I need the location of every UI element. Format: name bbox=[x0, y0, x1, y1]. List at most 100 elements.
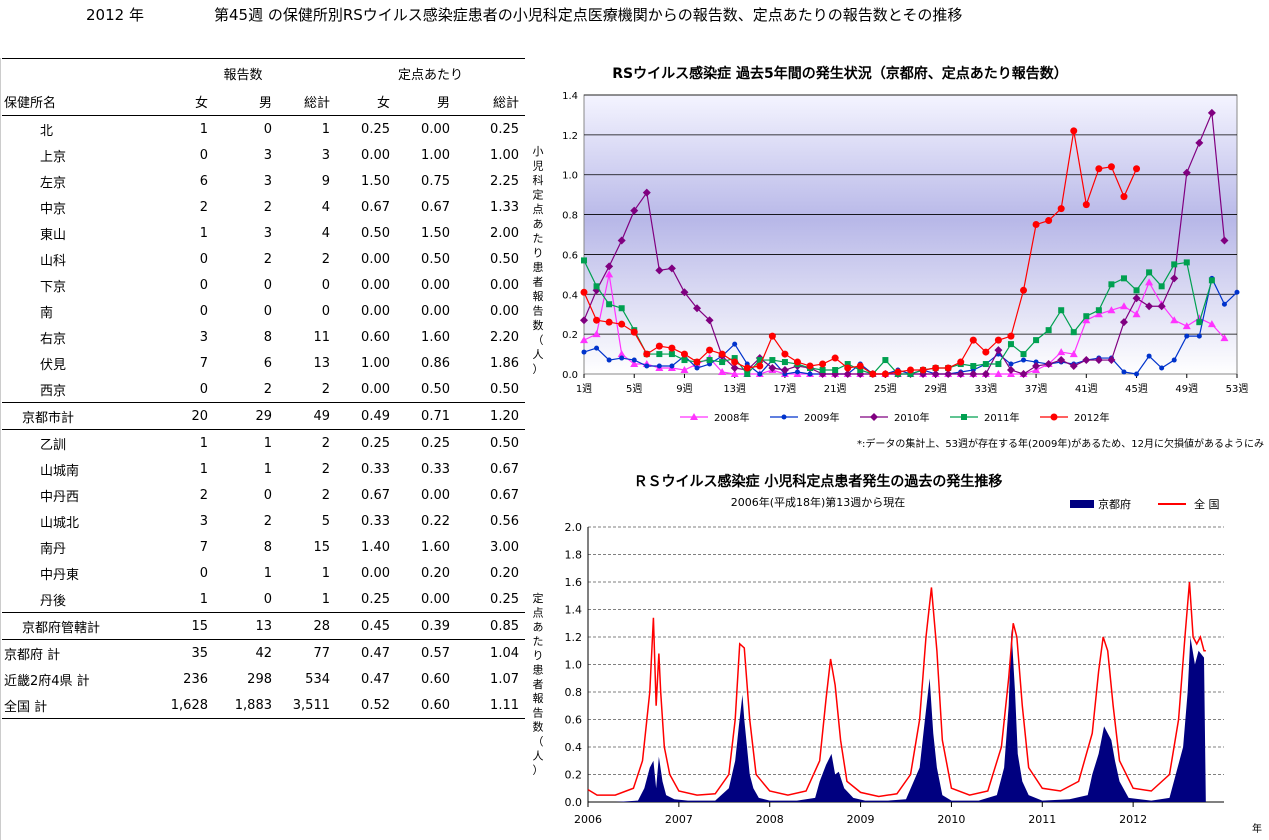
table-cell: 0.60 bbox=[396, 692, 456, 719]
legend-marker bbox=[961, 414, 967, 420]
table-cell: 2 bbox=[263, 251, 272, 267]
table-cell: 15 bbox=[313, 539, 330, 555]
chart1-data-point bbox=[981, 370, 990, 378]
chart1-data-point bbox=[982, 348, 990, 356]
chart1-data-point bbox=[643, 350, 651, 358]
chart1-data-point bbox=[1170, 316, 1179, 324]
table-row: 京都府 計 35 42 77 0.47 0.57 1.04 bbox=[2, 639, 525, 666]
chart1-data-point bbox=[605, 270, 614, 278]
table-cell: 1.60 bbox=[421, 539, 450, 555]
table-cell: 2 bbox=[321, 251, 330, 267]
table-header-group-row: 報告数 定点あたり bbox=[2, 58, 525, 87]
chart1-data-point bbox=[768, 332, 776, 340]
chart1-data-point bbox=[756, 362, 764, 370]
table-cell: 0.00 bbox=[361, 147, 390, 163]
chart2-subtitle: 2006年(平成18年)第13週から現在 bbox=[731, 495, 906, 509]
table-cell: 6 bbox=[199, 173, 208, 189]
chart2-xlabel: 年 bbox=[1252, 822, 1262, 835]
health-center-name: 中京 bbox=[40, 201, 67, 217]
header-col-total: 総計 bbox=[278, 87, 336, 116]
chart1-data-point bbox=[982, 361, 989, 368]
table-cell: 20 bbox=[150, 402, 214, 430]
chart1-data-point bbox=[1082, 201, 1090, 209]
chart1-xtick-label: 37週 bbox=[1025, 383, 1048, 395]
chart1-data-point bbox=[1221, 301, 1227, 307]
chart1-data-point bbox=[592, 330, 601, 338]
chart1-data-point bbox=[1132, 310, 1141, 318]
table-cell: 0.00 bbox=[490, 303, 519, 319]
chart1-data-point bbox=[1044, 360, 1053, 369]
chart1-data-point bbox=[1220, 334, 1229, 342]
table-cell: 236 bbox=[183, 671, 208, 687]
chart1-legend-item: 2009年 bbox=[770, 411, 839, 424]
table-cell: 2.20 bbox=[490, 329, 519, 345]
table-cell: 0.00 bbox=[421, 487, 450, 503]
table-cell: 298 bbox=[247, 671, 272, 687]
chart2-ytick-label: 1.0 bbox=[565, 659, 583, 672]
chart1-data-point bbox=[618, 320, 626, 328]
header-reports: 報告数 bbox=[150, 58, 336, 87]
chart1-data-point bbox=[781, 359, 788, 366]
chart1-data-point bbox=[656, 351, 663, 358]
table-cell: 1,628 bbox=[150, 692, 214, 719]
chart2-legend-item: 京都府 bbox=[1070, 497, 1131, 511]
chart1-data-point bbox=[1133, 287, 1140, 294]
table-cell: 0.33 bbox=[361, 513, 390, 529]
chart1-legend-item: 2011年 bbox=[950, 411, 1019, 424]
chart1-data-point bbox=[768, 364, 777, 373]
table-header-row: 保健所名 女 男 総計 女 男 総計 bbox=[2, 87, 525, 116]
chart1-data-point bbox=[794, 369, 800, 375]
chart1-data-point bbox=[1021, 357, 1027, 363]
table-row: 東山 1 3 4 0.50 1.50 2.00 bbox=[2, 220, 525, 246]
chart1-data-point bbox=[1058, 307, 1065, 314]
chart1-data-point bbox=[1108, 281, 1115, 288]
table-cell: 3 bbox=[321, 147, 330, 163]
health-center-name: 京都府管轄計 bbox=[2, 612, 150, 640]
table-cell: 0.22 bbox=[421, 513, 450, 529]
table-cell: 0.00 bbox=[361, 303, 390, 319]
health-center-name: 山城南 bbox=[40, 463, 80, 479]
chart2-ytick-label: 0.2 bbox=[565, 769, 583, 782]
table-row: 京都府管轄計 15 13 28 0.45 0.39 0.85 bbox=[2, 612, 525, 640]
chart1-data-point bbox=[593, 283, 600, 290]
table-cell: 35 bbox=[150, 639, 214, 666]
chart2-ytick-label: 0.4 bbox=[565, 741, 583, 754]
chart1-data-point bbox=[730, 364, 739, 373]
health-center-name: 山科 bbox=[40, 253, 67, 269]
chart2-title: ＲＳウイルス感染症 小児科定点患者発生の過去の発生推移 bbox=[634, 473, 1003, 490]
table-cell: 8 bbox=[263, 329, 272, 345]
chart1-data-point bbox=[844, 364, 852, 372]
table-cell: 0.50 bbox=[421, 251, 450, 267]
chart1-data-point bbox=[617, 350, 626, 358]
table-cell: 11 bbox=[313, 329, 330, 345]
table-cell: 1 bbox=[199, 225, 208, 241]
table-row: 山城北 3 2 5 0.33 0.22 0.56 bbox=[2, 508, 525, 534]
table-cell: 1 bbox=[199, 121, 208, 137]
chart1-data-point bbox=[1045, 327, 1052, 334]
chart1-data-point bbox=[706, 346, 714, 354]
table-cell: 0.56 bbox=[490, 513, 519, 529]
table-row: 京都市計 20 29 49 0.49 0.71 1.20 bbox=[2, 402, 525, 430]
chart1-data-point bbox=[655, 266, 664, 275]
chart1-data-point bbox=[680, 288, 689, 297]
chart1-legend-label: 2008年 bbox=[714, 411, 749, 424]
chart1-data-point bbox=[706, 357, 713, 364]
table-cell: 0.45 bbox=[336, 612, 396, 640]
chart2-xtick-label: 2012 bbox=[1119, 813, 1147, 826]
chart1-data-point bbox=[1146, 353, 1152, 359]
chart1-data-point bbox=[594, 345, 600, 351]
chart2-xtick-label: 2007 bbox=[665, 813, 693, 826]
table-cell: 0.39 bbox=[396, 612, 456, 640]
chart1-data-point bbox=[1045, 217, 1053, 225]
chart1-data-point bbox=[881, 370, 889, 378]
chart1-xtick-label: 9週 bbox=[676, 383, 692, 395]
chart2-series-national-line bbox=[587, 581, 1206, 798]
table-row: 伏見 7 6 13 1.00 0.86 1.86 bbox=[2, 350, 525, 376]
table-cell: 15 bbox=[150, 612, 214, 640]
chart2-ylabel: 定点あたり患者報告数（人） bbox=[533, 591, 544, 777]
chart1-data-point bbox=[580, 288, 588, 296]
chart1-data-point bbox=[680, 366, 689, 374]
chart1-data-point bbox=[606, 301, 613, 308]
chart1-data-point bbox=[1120, 193, 1128, 201]
chart1-data-point bbox=[718, 368, 727, 376]
